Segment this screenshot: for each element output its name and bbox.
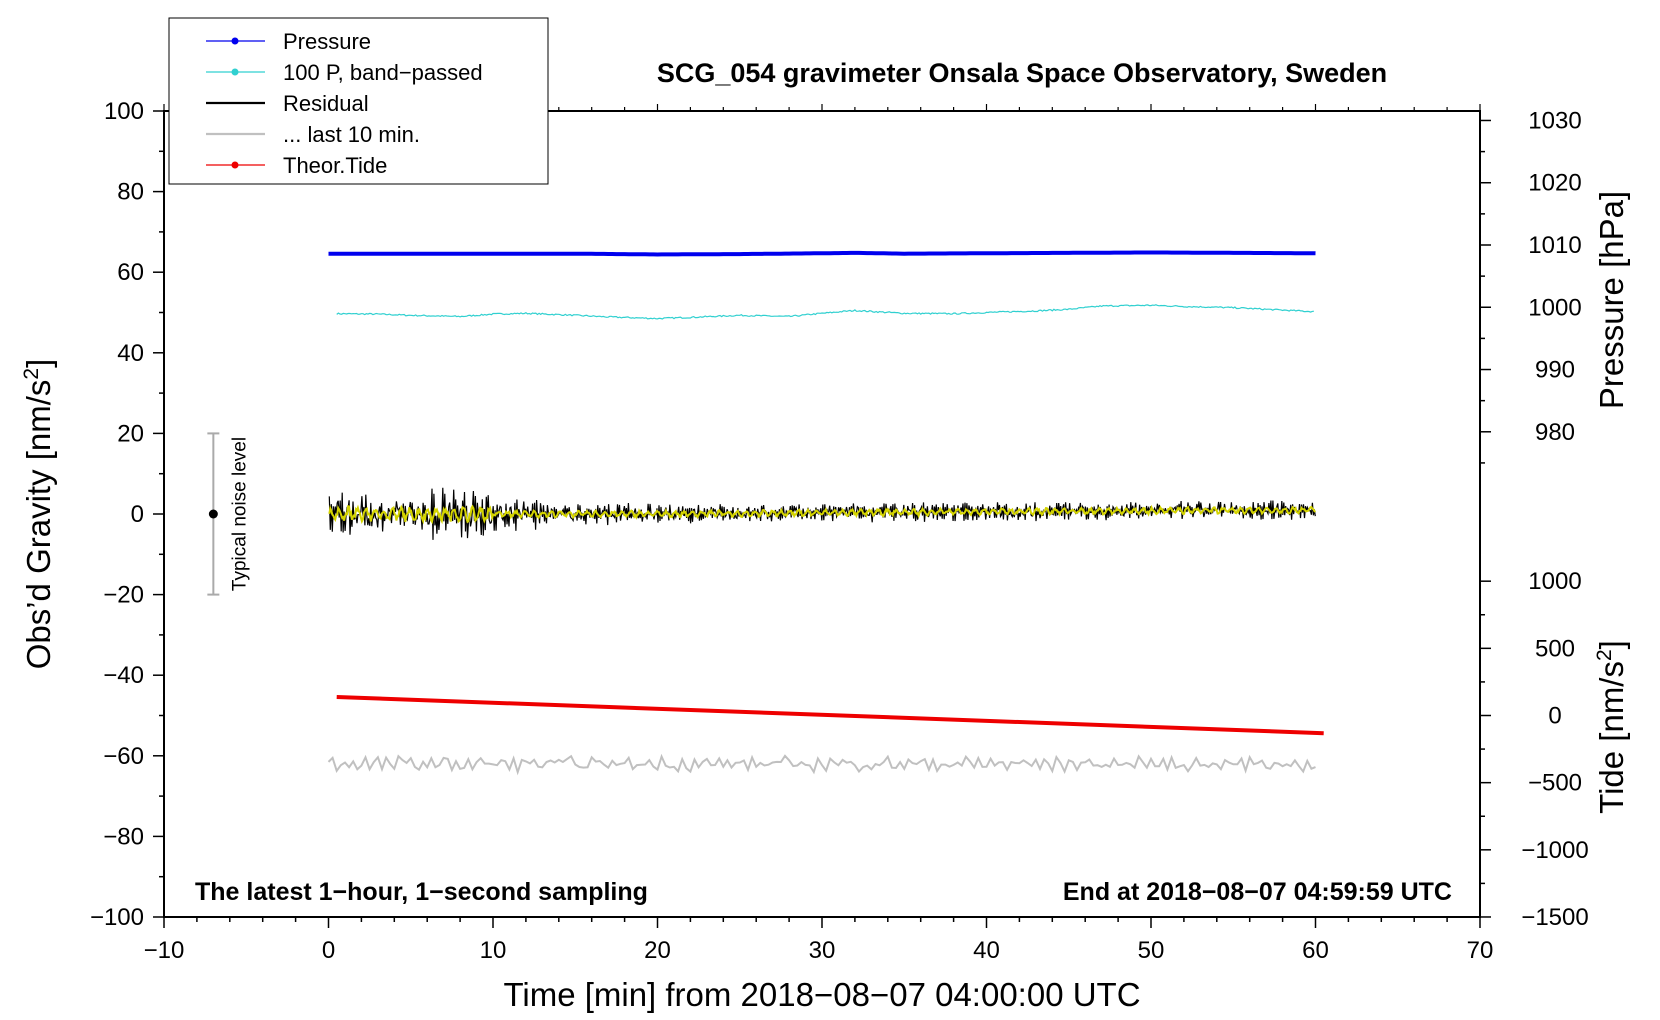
x-tick-label: 0 bbox=[322, 937, 335, 964]
pressure-tick-label: 990 bbox=[1535, 357, 1575, 384]
x-tick-label: 20 bbox=[644, 937, 671, 964]
y-axis-title-main: Obs’d Gravity [nm/s bbox=[20, 380, 57, 670]
tide-tick-label: 0 bbox=[1548, 703, 1561, 730]
noise-level-label: Typical noise level bbox=[229, 437, 250, 591]
pressure-tick-label: 980 bbox=[1535, 419, 1575, 446]
tide-axis-title-sup: 2 bbox=[1593, 649, 1616, 661]
noise-bar-center-dot bbox=[208, 509, 218, 519]
x-tick-label: 50 bbox=[1138, 937, 1165, 964]
legend-label: Residual bbox=[283, 91, 369, 116]
y-tick-label: −60 bbox=[103, 743, 144, 770]
y-axis: −100 −80 −60 −40 −20 0 20 40 60 80 100 bbox=[90, 98, 164, 931]
y-tick-label: −20 bbox=[103, 582, 144, 609]
legend-label: Theor.Tide bbox=[283, 153, 387, 178]
pressure-axis: 980 990 1000 1010 1020 1030 bbox=[1480, 107, 1582, 464]
tide-tick-label: −1500 bbox=[1521, 904, 1588, 931]
y-tick-label: 100 bbox=[104, 98, 144, 125]
y-tick-label: −40 bbox=[103, 662, 144, 689]
pressure-tick-label: 1010 bbox=[1528, 232, 1581, 259]
legend-label: Pressure bbox=[283, 29, 371, 54]
last-10-min-line bbox=[327, 753, 1316, 776]
legend-marker bbox=[231, 68, 239, 76]
pressure-axis-title: Pressure [hPa] bbox=[1593, 191, 1630, 409]
chart-title: SCG_054 gravimeter Onsala Space Observat… bbox=[657, 58, 1387, 88]
end-time-note: End at 2018−08−07 04:59:59 UTC bbox=[1063, 878, 1452, 906]
x-tick-label: −10 bbox=[144, 937, 185, 964]
x-axis-title: Time [min] from 2018−08−07 04:00:00 UTC bbox=[503, 976, 1140, 1013]
band-passed-pressure-line bbox=[336, 304, 1314, 320]
tide-axis-title-main: Tide [nm/s bbox=[1593, 661, 1630, 814]
legend-marker bbox=[231, 161, 239, 169]
pressure-tick-label: 1020 bbox=[1528, 170, 1581, 197]
tide-tick-label: 500 bbox=[1535, 635, 1575, 662]
y-tick-label: 20 bbox=[117, 420, 144, 447]
sampling-note: The latest 1−hour, 1−second sampling bbox=[195, 878, 648, 906]
tide-axis-title: Tide [nm/s2] bbox=[1593, 640, 1630, 814]
pressure-tick-label: 1000 bbox=[1528, 294, 1581, 321]
y-tick-label: 80 bbox=[117, 179, 144, 206]
x-tick-label: 60 bbox=[1302, 937, 1329, 964]
y-tick-label: 0 bbox=[131, 501, 144, 528]
tide-tick-label: −500 bbox=[1528, 770, 1582, 797]
theoretical-tide-line bbox=[336, 695, 1324, 736]
residual-smoothed-line bbox=[328, 504, 1317, 525]
legend: Pressure 100 P, band−passed Residual ... la… bbox=[168, 17, 549, 185]
x-tick-label: 40 bbox=[973, 937, 1000, 964]
tide-tick-label: −1000 bbox=[1521, 837, 1588, 864]
x-tick-label: 70 bbox=[1467, 937, 1494, 964]
series-layer bbox=[327, 250, 1324, 776]
tide-tick-label: 1000 bbox=[1528, 568, 1581, 595]
y-axis-title-end: ] bbox=[20, 359, 57, 368]
x-axis: −10 0 10 20 30 40 50 60 70 bbox=[144, 104, 1494, 964]
y-axis-title-sup: 2 bbox=[20, 368, 43, 380]
x-tick-label: 30 bbox=[809, 937, 836, 964]
legend-box bbox=[168, 17, 549, 185]
x-tick-label: 10 bbox=[480, 937, 507, 964]
y-tick-label: −100 bbox=[90, 904, 144, 931]
noise-bar: Typical noise level bbox=[207, 432, 250, 596]
y-axis-title: Obs’d Gravity [nm/s2] bbox=[20, 359, 57, 670]
y-tick-label: −80 bbox=[103, 823, 144, 850]
legend-marker bbox=[231, 37, 239, 45]
tide-axis-title-end: ] bbox=[1593, 640, 1630, 649]
pressure-line bbox=[328, 250, 1316, 257]
y-tick-label: 60 bbox=[117, 259, 144, 286]
legend-label: 100 P, band−passed bbox=[283, 60, 483, 85]
tide-axis: −1500 −1000 −500 0 500 1000 bbox=[1480, 568, 1589, 931]
pressure-tick-label: 1030 bbox=[1528, 107, 1581, 134]
legend-label: ... last 10 min. bbox=[283, 122, 420, 147]
y-tick-label: 40 bbox=[117, 340, 144, 367]
